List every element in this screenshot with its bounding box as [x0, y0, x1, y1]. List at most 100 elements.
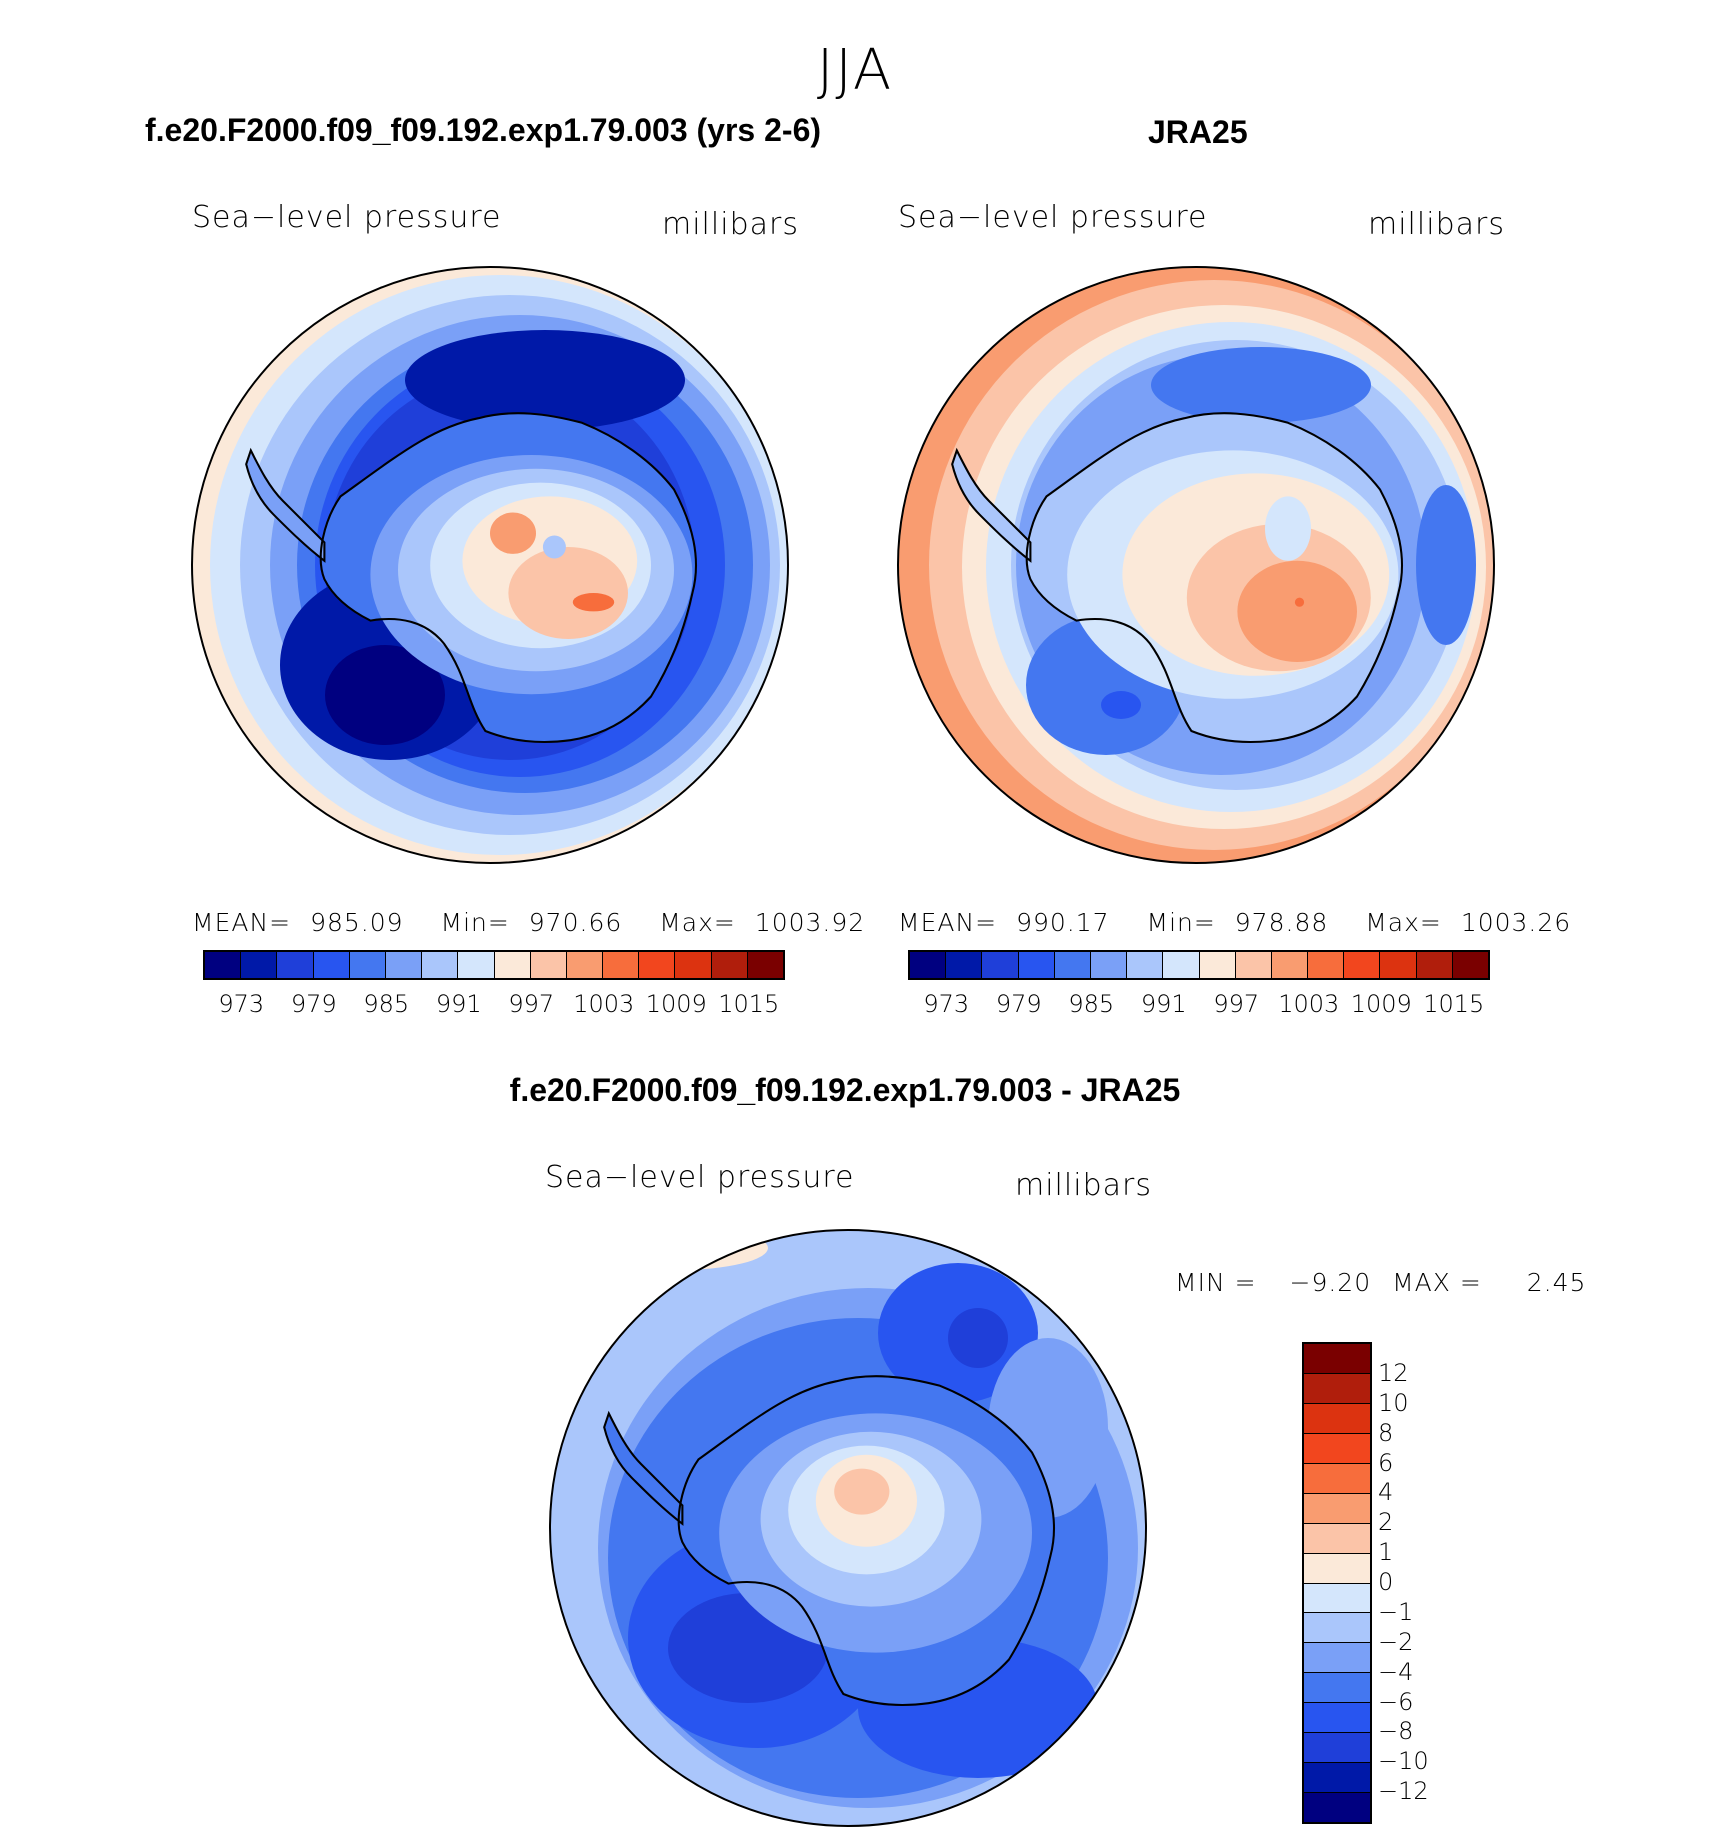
colorbar-swatch: [1271, 952, 1309, 978]
obs-stats: MEAN= 990.17 Min= 978.88 Max= 1003.26: [898, 908, 1571, 937]
colorbar-swatch: [1304, 1403, 1370, 1434]
colorbar-swatch: [1304, 1703, 1370, 1734]
diff-tick-13: −10: [1378, 1747, 1429, 1776]
obs-tick-3: 991: [1140, 990, 1187, 1018]
colorbar-swatch: [910, 952, 947, 978]
colorbar-swatch: [675, 952, 712, 978]
diff-min-value: −9.20: [1289, 1268, 1372, 1297]
colorbar-swatch: [1304, 1673, 1370, 1704]
colorbar-swatch: [603, 952, 640, 978]
model-tick-5: 1003: [573, 990, 635, 1018]
figure-title: JJA: [816, 38, 894, 103]
colorbar-swatch: [566, 952, 604, 978]
colorbar-swatch: [1304, 1344, 1370, 1374]
diff-tick-12: −8: [1378, 1717, 1414, 1746]
obs-max-value: 1003.26: [1460, 908, 1572, 937]
diff-polar-map: [549, 1229, 1147, 1827]
diff-min-label: MIN =: [1175, 1268, 1257, 1297]
diff-tick-2: 8: [1378, 1418, 1394, 1447]
model-tick-6: 1009: [645, 990, 707, 1018]
diff-variable-label: Sea−level pressure: [545, 1160, 855, 1195]
colorbar-swatch: [1304, 1763, 1370, 1794]
diff-tick-9: −2: [1378, 1627, 1414, 1656]
colorbar-swatch: [1304, 1493, 1370, 1524]
colorbar-swatch: [1199, 952, 1236, 978]
model-tick-1: 979: [290, 990, 337, 1018]
colorbar-swatch: [1380, 952, 1417, 978]
obs-tick-5: 1003: [1278, 990, 1340, 1018]
colorbar-swatch: [1308, 952, 1345, 978]
diff-tick-6: 1: [1378, 1538, 1394, 1567]
colorbar-swatch: [946, 952, 983, 978]
colorbar-swatch: [241, 952, 278, 978]
model-mean-label: MEAN=: [192, 908, 292, 937]
model-tick-4: 997: [508, 990, 555, 1018]
obs-max-label: Max=: [1365, 908, 1442, 937]
diff-colorbar-ticks: 12 10 8 6 4 2 1 0 −1 −2 −4 −6 −8 −10 −12: [1378, 1342, 1458, 1820]
colorbar-swatch: [1163, 952, 1200, 978]
model-tick-0: 973: [218, 990, 265, 1018]
colorbar-swatch: [1304, 1373, 1370, 1404]
colorbar-swatch: [1235, 952, 1272, 978]
diff-colorbar: [1302, 1342, 1372, 1824]
colorbar-swatch: [1304, 1643, 1370, 1674]
diff-tick-0: 12: [1378, 1358, 1409, 1387]
colorbar-swatch: [1344, 952, 1381, 978]
colorbar-swatch: [1452, 952, 1488, 978]
colorbar-swatch: [1304, 1733, 1370, 1764]
colorbar-swatch: [422, 952, 459, 978]
model-colorbar: [203, 950, 785, 980]
colorbar-swatch: [1127, 952, 1164, 978]
model-tick-2: 985: [363, 990, 410, 1018]
colorbar-swatch: [530, 952, 567, 978]
model-units-label: millibars: [662, 207, 799, 242]
colorbar-swatch: [1304, 1553, 1370, 1584]
colorbar-swatch: [205, 952, 242, 978]
diff-tick-1: 10: [1378, 1388, 1409, 1417]
colorbar-swatch: [1090, 952, 1128, 978]
colorbar-swatch: [1018, 952, 1055, 978]
model-polar-map: [191, 266, 789, 864]
diff-tick-10: −4: [1378, 1657, 1414, 1686]
colorbar-swatch: [1304, 1463, 1370, 1494]
colorbar-swatch: [982, 952, 1019, 978]
model-stats: MEAN= 985.09 Min= 970.66 Max= 1003.92: [192, 908, 865, 937]
diff-units-label: millibars: [1015, 1168, 1152, 1203]
obs-variable-label: Sea−level pressure: [898, 200, 1208, 235]
obs-tick-2: 985: [1068, 990, 1115, 1018]
colorbar-swatch: [1304, 1523, 1370, 1554]
colorbar-swatch: [494, 952, 531, 978]
diff-tick-14: −12: [1378, 1777, 1429, 1806]
obs-panel-title: JRA25: [1148, 114, 1248, 150]
diff-tick-8: −1: [1378, 1597, 1414, 1626]
colorbar-swatch: [1304, 1613, 1370, 1644]
model-mean-value: 985.09: [310, 908, 404, 937]
obs-tick-1: 979: [995, 990, 1042, 1018]
obs-mean-value: 990.17: [1016, 908, 1110, 937]
diff-stats: MIN = −9.20 MAX = 2.45: [1175, 1268, 1586, 1297]
colorbar-swatch: [1054, 952, 1091, 978]
obs-tick-7: 1015: [1423, 990, 1485, 1018]
colorbar-swatch: [1304, 1793, 1370, 1822]
diff-tick-7: 0: [1378, 1568, 1394, 1596]
obs-tick-0: 973: [923, 990, 970, 1018]
obs-min-value: 978.88: [1234, 908, 1329, 937]
colorbar-swatch: [639, 952, 676, 978]
model-tick-7: 1015: [718, 990, 780, 1018]
colorbar-swatch: [458, 952, 495, 978]
diff-panel-title: f.e20.F2000.f09_f09.192.exp1.79.003 - JR…: [509, 1072, 1181, 1108]
model-min-label: Min=: [440, 908, 510, 937]
diff-tick-4: 4: [1378, 1478, 1394, 1507]
obs-colorbar-ticks: 973 979 985 991 997 1003 1009 1015: [910, 990, 1490, 1018]
model-tick-3: 991: [435, 990, 482, 1018]
model-variable-label: Sea−level pressure: [192, 200, 502, 235]
colorbar-swatch: [385, 952, 423, 978]
obs-polar-map: [897, 266, 1495, 864]
obs-units-label: millibars: [1368, 207, 1505, 242]
colorbar-swatch: [313, 952, 350, 978]
colorbar-swatch: [349, 952, 386, 978]
diff-tick-5: 2: [1378, 1508, 1394, 1537]
model-max-label: Max=: [659, 908, 736, 937]
obs-tick-6: 1009: [1350, 990, 1412, 1018]
colorbar-swatch: [711, 952, 748, 978]
